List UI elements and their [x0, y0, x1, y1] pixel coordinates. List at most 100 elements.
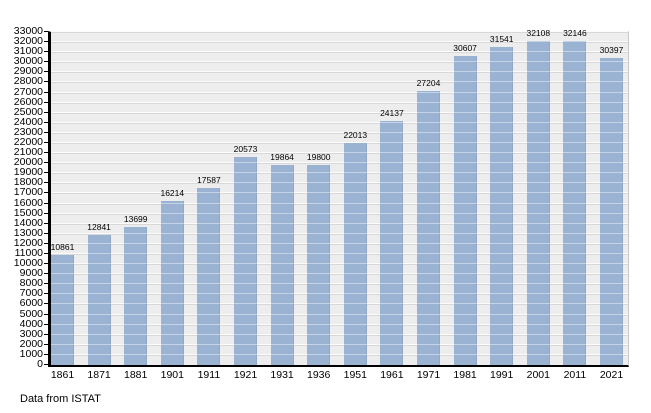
y-axis-tick [44, 111, 48, 113]
bar-value-label: 22013 [343, 129, 368, 140]
y-axis-label: 17000 [13, 186, 43, 199]
gridline-overlay [51, 81, 628, 83]
bar-value-label: 12841 [87, 222, 111, 233]
x-axis-label: 1981 [453, 369, 477, 381]
y-axis-label: 1000 [19, 347, 43, 360]
gridline [51, 242, 628, 245]
gridline-overlay [51, 182, 628, 184]
bar-1981 [453, 56, 477, 365]
y-axis-tick [44, 253, 48, 254]
bar-1991 [490, 46, 514, 365]
gridline [51, 172, 628, 175]
gridline-overlay [51, 263, 628, 265]
gridline-overlay [51, 71, 628, 73]
bar-1931 [270, 164, 294, 365]
y-axis-tick [44, 61, 48, 63]
gridline [51, 303, 628, 306]
x-axis-label: 2021 [599, 369, 624, 381]
y-axis-tick [44, 131, 48, 133]
x-axis-label: 2001 [526, 369, 550, 381]
y-axis-tick [44, 263, 48, 265]
x-axis-label: 1881 [124, 369, 148, 381]
gridline [51, 111, 628, 114]
gridline-overlay [51, 121, 628, 123]
gridline-overlay [51, 212, 628, 214]
y-axis-label: 7000 [19, 287, 43, 300]
gridline [51, 142, 628, 144]
gridlines-under-layer [51, 31, 628, 365]
bar-2021 [600, 58, 623, 365]
gridline-overlay [51, 343, 628, 345]
gridline-overlay [51, 293, 628, 295]
gridline [51, 162, 628, 165]
gridline-overlay [51, 111, 628, 113]
gridline-overlay [51, 253, 628, 254]
gridline [51, 61, 628, 64]
gridline-overlay [51, 202, 628, 204]
bar-value-label: 32108 [526, 28, 551, 39]
gridline-overlay [51, 91, 628, 93]
bar-1936 [307, 165, 331, 365]
gridline-overlay [51, 162, 628, 164]
gridline [51, 343, 628, 346]
y-axis-label: 16000 [13, 196, 43, 209]
bar-1901 [160, 201, 184, 365]
bar-value-label: 16214 [160, 188, 185, 199]
y-axis-label: 20000 [13, 156, 43, 169]
x-axis-label: 1931 [270, 369, 294, 381]
gridline-overlay [51, 313, 628, 315]
bar-2011 [563, 40, 587, 365]
gridline [51, 313, 628, 316]
y-axis-tick [44, 121, 48, 123]
gridline [51, 273, 628, 276]
x-axis-label: 1936 [307, 369, 331, 381]
gridline [51, 71, 628, 74]
gridline-overlay [51, 192, 628, 194]
gridline [51, 81, 628, 84]
bar-value-label: 31541 [489, 33, 514, 44]
y-axis-tick [44, 273, 48, 275]
y-axis-tick [44, 232, 48, 234]
gridline [51, 263, 628, 266]
y-axis-tick [44, 333, 48, 335]
y-axis-label: 24000 [13, 115, 43, 128]
plot-area: 10861 12841 13699 16214 17587 20573 19864 19800… [48, 27, 629, 367]
y-axis-tick [44, 242, 48, 244]
y-axis-label: 27000 [13, 85, 43, 98]
y-axis-label: 10000 [13, 257, 43, 270]
y-axis-label: 11000 [14, 247, 43, 259]
gridline-overlay [51, 142, 628, 143]
gridline [51, 353, 628, 356]
y-axis-tick [44, 81, 48, 83]
gridline [51, 182, 628, 185]
y-axis-label: 6000 [19, 297, 43, 310]
gridline [51, 152, 628, 155]
y-axis-label: 30000 [13, 55, 43, 68]
bar-1881 [124, 226, 148, 365]
y-axis-label: 9000 [19, 267, 43, 280]
bar-1951 [343, 142, 367, 365]
gridline [51, 131, 628, 134]
y-axis-label: 8000 [19, 277, 43, 290]
bar-1911 [197, 187, 221, 365]
bar-1961 [380, 121, 404, 365]
y-axis-tick [44, 313, 48, 315]
y-axis-label: 23000 [13, 125, 43, 138]
gridline-overlay [51, 101, 628, 103]
bar-value-label: 30607 [453, 43, 477, 54]
y-axis-label: 12000 [13, 236, 43, 249]
bar-value-label: 13699 [123, 213, 148, 224]
y-axis-tick [44, 142, 48, 143]
bar-value-label: 32146 [563, 27, 587, 38]
x-axis-label: 1921 [233, 369, 258, 381]
y-axis: 0 1000 2000 3000 4000 5000 6000 7000 8000 9000 100… [0, 26, 48, 369]
bar-value-label: 17587 [197, 174, 221, 185]
bar-value-label: 10861 [50, 242, 75, 253]
x-axis-label: 1961 [380, 369, 404, 381]
x-axis-label: 1991 [490, 369, 514, 381]
gridlines-overlay-layer [51, 31, 628, 365]
gridline-overlay [51, 131, 628, 133]
bar-value-label: 20573 [233, 144, 258, 155]
gridline [51, 232, 628, 235]
gridline [51, 41, 628, 44]
